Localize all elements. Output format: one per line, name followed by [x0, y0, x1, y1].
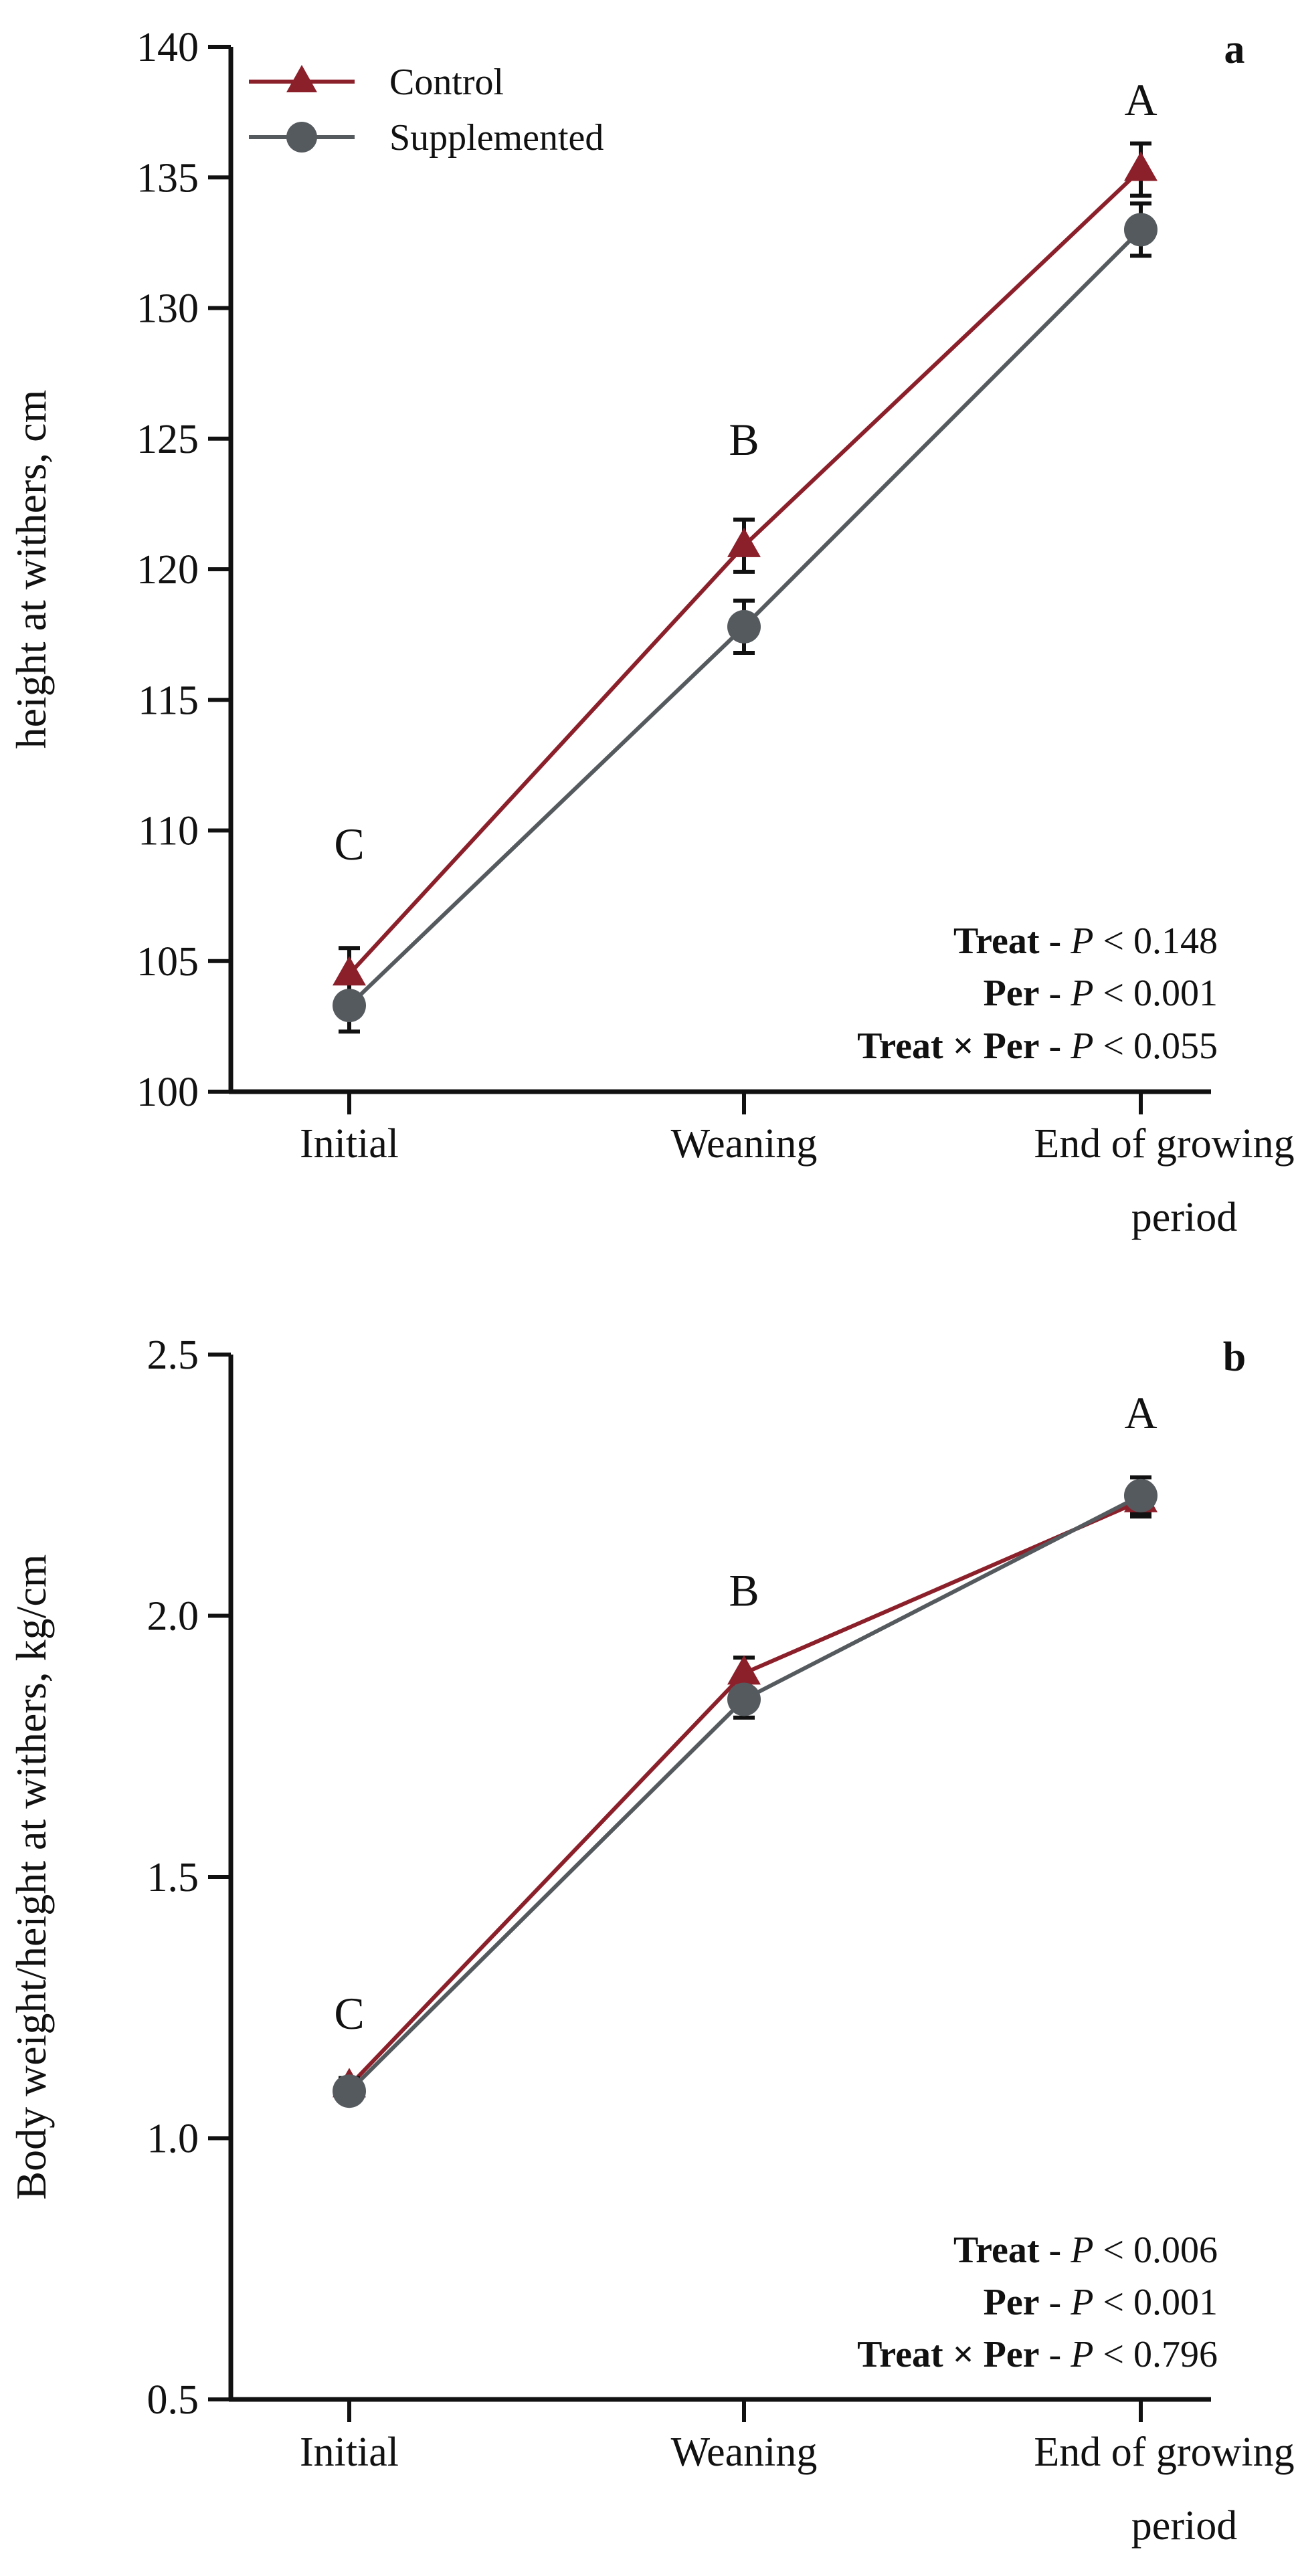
y-tick-label-140: 140 — [136, 25, 199, 70]
group-letter-a: A — [1124, 74, 1157, 125]
stat-term: Treat — [953, 920, 1040, 962]
stat-separator: - — [1040, 2230, 1071, 2271]
stat-p-symbol: P — [1070, 973, 1093, 1014]
y-tick-label-120: 120 — [136, 547, 199, 593]
legend-label-supplemented: Supplemented — [389, 117, 604, 159]
y-tick-label-2-0: 2.0 — [147, 1594, 199, 1640]
point-supplemented-weaning — [727, 1682, 761, 1716]
group-letter-c: C — [334, 819, 364, 870]
stat-treat: Treat - P < 0.006 — [953, 2230, 1218, 2271]
x-tick-label-end-of-growing-period-line2: period — [1131, 1195, 1237, 1240]
stat-p-value: < 0.148 — [1093, 920, 1218, 962]
legend-marker-control — [286, 65, 317, 92]
y-axis-title: Body weight/height at withers, kg/cm — [7, 1554, 55, 2199]
y-tick-label-130: 130 — [136, 286, 199, 332]
stat-p-value: < 0.001 — [1093, 973, 1218, 1014]
stat-term: Per — [984, 973, 1040, 1014]
stat-separator: - — [1040, 973, 1071, 1014]
x-tick-label-weaning: Weaning — [671, 1121, 818, 1167]
point-supplemented-end-of-growing-period — [1124, 213, 1158, 247]
group-letter-b: B — [729, 1565, 759, 1615]
group-letter-b: B — [729, 414, 759, 465]
stat-per: Per - P < 0.001 — [984, 2282, 1218, 2323]
y-tick-label-110: 110 — [138, 809, 199, 854]
stat-separator: - — [1040, 2334, 1071, 2375]
stat-p-symbol: P — [1070, 2334, 1093, 2375]
stat-p-symbol: P — [1070, 1025, 1093, 1067]
point-control-end-of-growing-period — [1124, 151, 1158, 181]
x-tick-label-initial: Initial — [300, 2430, 399, 2475]
group-letter-c: C — [334, 1988, 364, 2039]
stat-p-symbol: P — [1070, 2282, 1093, 2323]
point-supplemented-weaning — [727, 609, 761, 643]
point-control-initial — [333, 956, 366, 986]
y-axis-title: height at withers, cm — [7, 390, 55, 749]
y-tick-label-125: 125 — [136, 417, 199, 462]
stat-separator: - — [1040, 920, 1071, 962]
point-supplemented-initial — [333, 989, 366, 1023]
stat-term: Per — [984, 2282, 1040, 2323]
panel-label: a — [1224, 27, 1245, 72]
x-tick-label-end-of-growing-period: End of growing — [1034, 2430, 1294, 2475]
legend: Control Supplemented — [249, 62, 604, 159]
x-tick-label-initial: Initial — [300, 1121, 399, 1167]
point-supplemented-end-of-growing-period — [1124, 1478, 1158, 1512]
point-supplemented-initial — [333, 2074, 366, 2108]
legend-label-control: Control — [389, 62, 504, 103]
stat-p-symbol: P — [1070, 2230, 1093, 2271]
y-tick-label-105: 105 — [136, 939, 199, 985]
stat-term: Treat × Per — [857, 2334, 1039, 2375]
stat-treat: Treat - P < 0.148 — [953, 920, 1218, 962]
stat-per: Per - P < 0.001 — [984, 973, 1218, 1014]
panel-b-weight-height-ratio: 0.5 1.0 1.5 2.0 2.5 Initial Weaning End of grow… — [7, 1332, 1295, 2549]
y-tick-label-100: 100 — [136, 1070, 199, 1115]
stat-treat-per: Treat × Per - P < 0.796 — [857, 2334, 1218, 2375]
y-tick-label-2-5: 2.5 — [147, 1332, 199, 1378]
stat-p-value: < 0.006 — [1093, 2230, 1218, 2271]
x-tick-label-end-of-growing-period-line2: period — [1131, 2503, 1237, 2549]
y-tick-label-1-0: 1.0 — [147, 2116, 199, 2162]
y-tick-label-135: 135 — [136, 155, 199, 201]
point-control-weaning — [727, 1655, 761, 1685]
x-tick-label-end-of-growing-period: End of growing — [1034, 1121, 1294, 1167]
stat-p-value: < 0.001 — [1093, 2282, 1218, 2323]
stat-p-value: < 0.796 — [1093, 2334, 1218, 2375]
stat-term: Treat × Per — [857, 1025, 1039, 1067]
y-tick-label-0-5: 0.5 — [147, 2377, 199, 2423]
stat-p-value: < 0.055 — [1093, 1025, 1218, 1067]
stat-separator: - — [1040, 1025, 1071, 1067]
legend-marker-supplemented — [286, 122, 317, 153]
stat-term: Treat — [953, 2230, 1040, 2271]
point-control-weaning — [727, 527, 761, 557]
stat-separator: - — [1040, 2282, 1071, 2323]
panel-label: b — [1223, 1334, 1246, 1380]
panel-a-height-at-withers: 100 105 110 115 120 125 130 135 140 Initial Weanin… — [7, 25, 1295, 1240]
x-tick-label-weaning: Weaning — [671, 2430, 818, 2475]
group-letter-a: A — [1124, 1387, 1157, 1438]
stat-p-symbol: P — [1070, 920, 1093, 962]
stat-treat-per: Treat × Per - P < 0.055 — [857, 1025, 1218, 1067]
y-tick-label-115: 115 — [138, 678, 199, 723]
y-tick-label-1-5: 1.5 — [147, 1855, 199, 1900]
